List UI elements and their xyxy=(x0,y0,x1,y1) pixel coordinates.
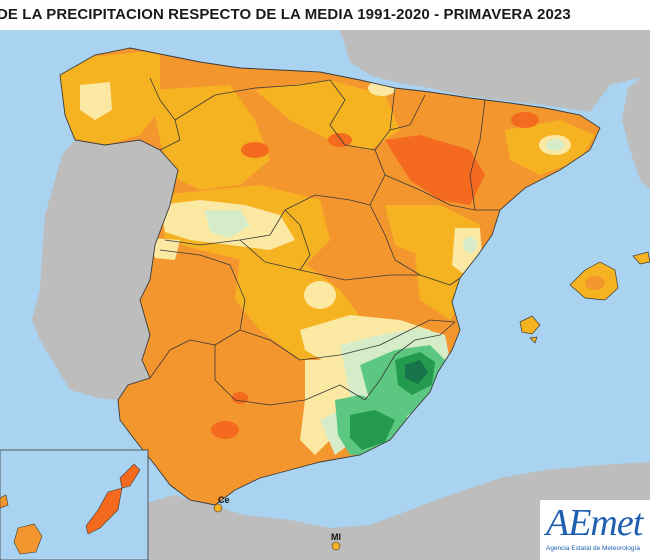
melilla-marker xyxy=(331,541,341,551)
melilla-label: Ml xyxy=(331,532,341,542)
logo-subtitle: Agencia Estatal de Meteorología xyxy=(546,545,640,552)
logo-wordmark: AEmet xyxy=(546,502,643,544)
lanzarote-island xyxy=(119,463,141,489)
ceuta-label: Ce xyxy=(218,495,230,505)
menorca-island xyxy=(632,251,650,265)
zone-normal xyxy=(205,210,250,238)
ceuta-marker xyxy=(213,503,223,513)
map-title: DE LA PRECIPITACION RESPECTO DE LA MEDIA… xyxy=(0,0,650,30)
formentera-island xyxy=(529,336,538,344)
sardinia-land xyxy=(622,70,650,190)
portugal-land xyxy=(32,140,178,400)
zone-extremely-wet xyxy=(405,360,428,384)
africa-land xyxy=(140,462,650,560)
spain-coastline xyxy=(59,47,601,506)
aemet-logo: AEmet Agencia Estatal de Meteorología xyxy=(540,500,650,560)
france-land xyxy=(340,30,650,112)
fuerteventura-island xyxy=(85,487,123,535)
tenerife-island xyxy=(0,494,9,509)
zone-very-dry xyxy=(385,135,485,205)
ibiza-island xyxy=(519,315,541,335)
gran-canaria-island xyxy=(13,523,43,555)
region-boundaries xyxy=(149,77,500,406)
